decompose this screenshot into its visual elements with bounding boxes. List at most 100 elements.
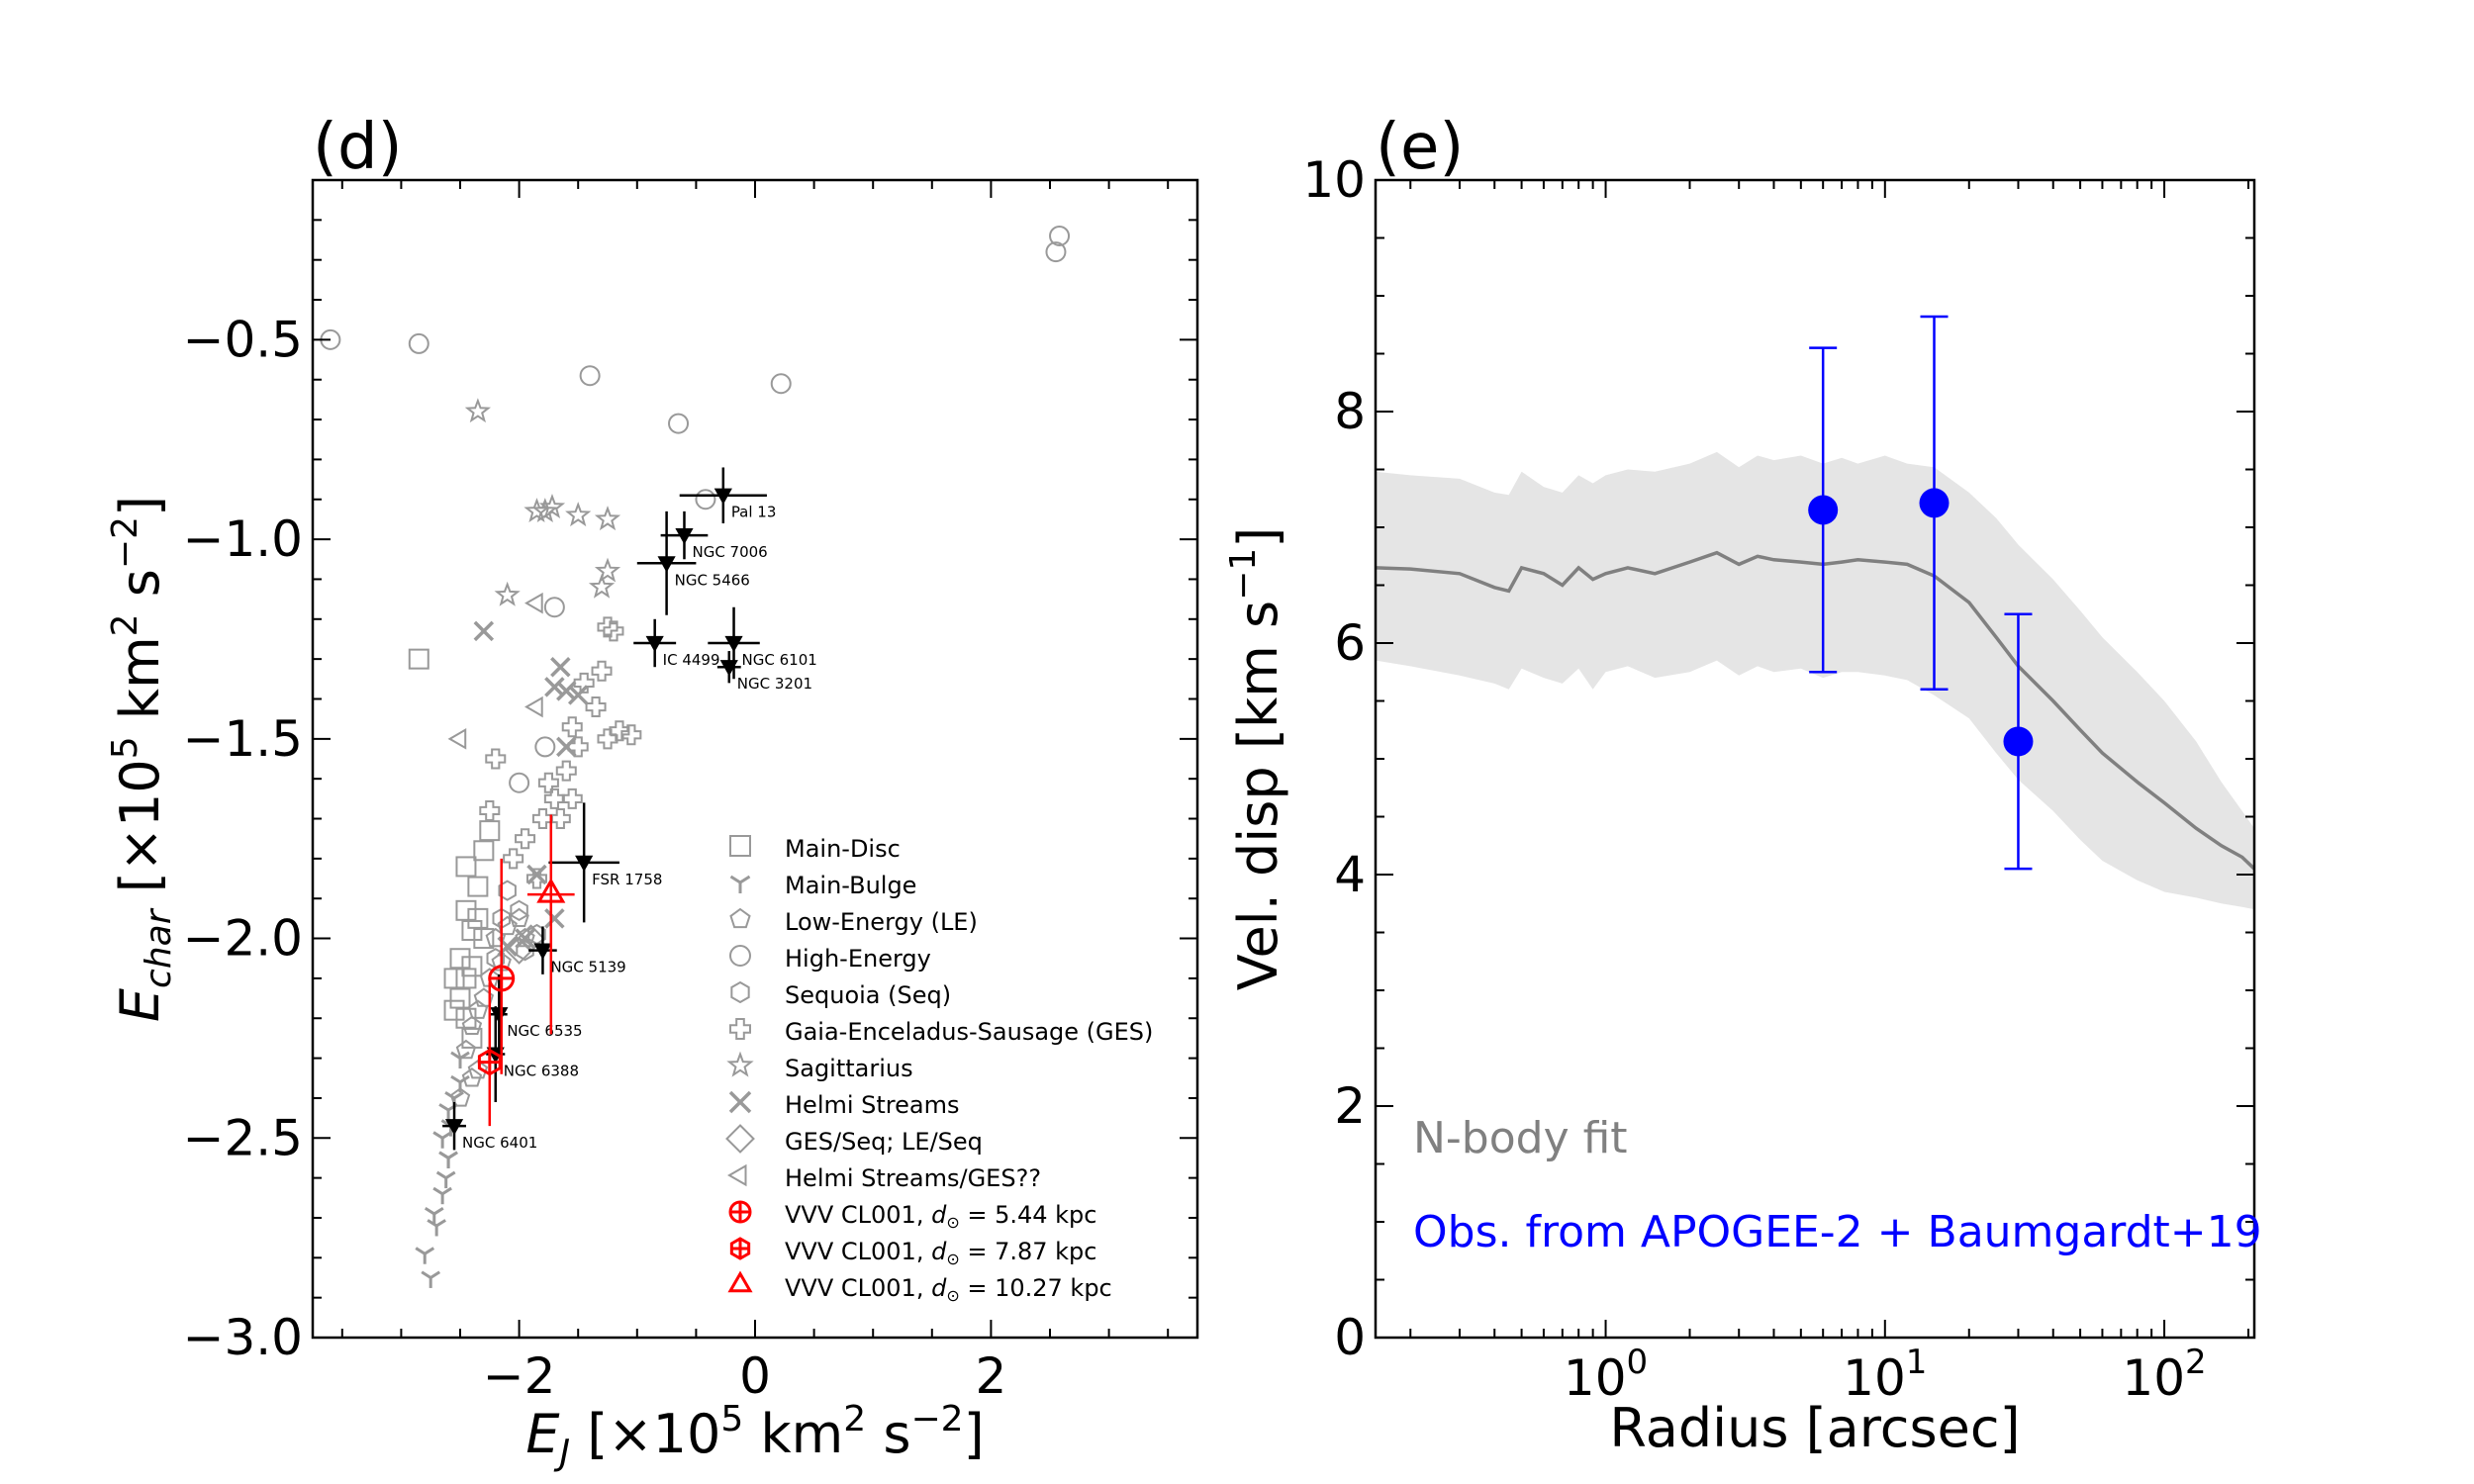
cluster-marker	[645, 635, 664, 653]
y-tick-label: −3.0	[183, 1309, 303, 1366]
y-axis-label-e: Vel. disp [km s−1]	[1223, 527, 1289, 991]
legend-math-rest: = 7.87 kpc	[960, 1238, 1097, 1265]
x-tick-exp: 2	[2185, 1343, 2207, 1382]
y-tick-label: −0.5	[183, 311, 303, 368]
cluster-label: NGC 6535	[507, 1022, 582, 1040]
point-circle	[1049, 225, 1071, 246]
legend-marker	[730, 980, 750, 1004]
point-x	[473, 620, 495, 642]
y-tick-label: −1.5	[183, 710, 303, 768]
legend-item: Main-Bulge	[729, 872, 916, 899]
point-square	[467, 876, 489, 897]
cluster-marker	[575, 855, 594, 873]
legend-item: Sagittarius	[726, 1051, 913, 1082]
panel-label-e: (e)	[1376, 111, 1464, 184]
point-plus_open	[479, 799, 501, 821]
vvv-cl001-point-2	[477, 981, 502, 1127]
cluster-label: NGC 6388	[504, 1063, 579, 1080]
point-square	[461, 919, 483, 941]
point-pentagon	[467, 1059, 489, 1079]
y-tick-label: −1.0	[183, 510, 303, 568]
legend-marker	[725, 1124, 755, 1154]
legend-math-sub: ⊙	[946, 1213, 959, 1232]
point-square	[473, 928, 495, 950]
point-tri_down	[432, 1186, 452, 1205]
vvv-marker	[477, 1048, 502, 1076]
data-point	[1808, 495, 1839, 525]
x-tick-exp: 0	[1627, 1343, 1649, 1382]
vvv-marker	[536, 878, 566, 903]
point-pentagon	[461, 1067, 483, 1087]
legend-math-sub: ⊙	[946, 1250, 959, 1268]
observations-label: Obs. from APOGEE-2 + Baumgardt+19	[1413, 1207, 2262, 1257]
point-x	[550, 656, 571, 678]
point-hexagon	[498, 880, 517, 901]
point-star	[565, 502, 592, 527]
point-pentagon	[455, 1039, 477, 1060]
point-x	[567, 685, 589, 705]
cluster-marker	[675, 527, 694, 545]
legend-item: Sequoia (Seq)	[730, 980, 951, 1009]
vvv-cl001-point-1	[488, 858, 516, 1074]
cluster-ic-4499: IC 4499	[633, 618, 720, 669]
point-x	[556, 681, 577, 701]
legend-math-rest: = 10.27 kpc	[960, 1274, 1112, 1302]
cluster-marker	[444, 1119, 464, 1136]
point-tri_down	[421, 1270, 441, 1288]
point-square	[443, 999, 465, 1021]
x-axis-label-d: EJ [×105 km2 s−2]	[525, 1399, 984, 1473]
data-point	[1919, 488, 1950, 518]
panel-d: (d) Pal 13 NGC 7006 NGC 5466 IC 4499 NGC 610…	[105, 111, 1199, 1473]
point-circle	[534, 736, 556, 758]
legend-item: VVV CL001, d⊙ = 7.87 kpc	[729, 1237, 1096, 1268]
point-diamond	[505, 936, 533, 965]
cluster-label: NGC 6401	[462, 1134, 537, 1152]
cluster-label: NGC 5139	[550, 959, 625, 976]
named-clusters: Pal 13 NGC 7006 NGC 5466 IC 4499 NGC 6101 NGC…	[442, 467, 817, 1152]
y-tick-label: −2.5	[183, 1109, 303, 1166]
x-tick-label: 0	[739, 1347, 771, 1405]
point-plus_open	[597, 728, 618, 750]
legend-marker	[728, 1200, 752, 1224]
point-plus_open	[561, 788, 583, 809]
axis-ticks: −2 0 2 −3.0 −2.5 −2.0 −1.5 −1.0 −0.5	[183, 180, 1197, 1405]
y-tick-label: 4	[1334, 846, 1366, 903]
data-point	[2003, 726, 2034, 757]
point-plus_open	[620, 724, 642, 746]
point-tri_down	[435, 1170, 456, 1189]
legend-item: VVV CL001, d⊙ = 10.27 kpc	[727, 1270, 1112, 1305]
legend-marker	[729, 1018, 751, 1040]
legend-math: d	[931, 1274, 947, 1302]
point-square	[443, 968, 465, 989]
point-plus_open	[525, 868, 547, 889]
point-square	[479, 820, 501, 842]
point-square	[467, 907, 489, 929]
panel-label-d: (d)	[313, 111, 403, 184]
point-star	[588, 573, 616, 599]
point-square	[455, 856, 477, 878]
legend-label: VVV CL001, d⊙ = 7.87 kpc	[785, 1238, 1096, 1268]
point-pentagon	[467, 999, 489, 1019]
point-square	[455, 968, 477, 989]
cluster-ngc-6388: NGC 6388	[486, 1006, 579, 1102]
point-square	[455, 899, 477, 921]
point-plus_open	[515, 828, 536, 850]
legend-item: Gaia-Enceladus-Sausage (GES)	[729, 1018, 1153, 1046]
observation-point	[1808, 346, 1839, 674]
legend-item: Low-Energy (LE)	[729, 907, 978, 936]
point-plus_open	[531, 808, 553, 830]
point-plus_open	[555, 760, 577, 782]
point-plus_open	[609, 720, 630, 742]
point-pentagon	[497, 915, 518, 936]
cluster-marker	[724, 635, 743, 653]
point-star	[594, 506, 621, 531]
point-square	[461, 956, 483, 977]
cluster-ngc-7006: NGC 7006	[660, 510, 768, 561]
point-x	[515, 928, 535, 949]
cluster-label: IC 4499	[663, 651, 720, 669]
cluster-label: Pal 13	[731, 504, 777, 521]
point-square	[473, 840, 495, 862]
cluster-label: FSR 1758	[592, 871, 662, 888]
point-plus_open	[543, 788, 565, 809]
